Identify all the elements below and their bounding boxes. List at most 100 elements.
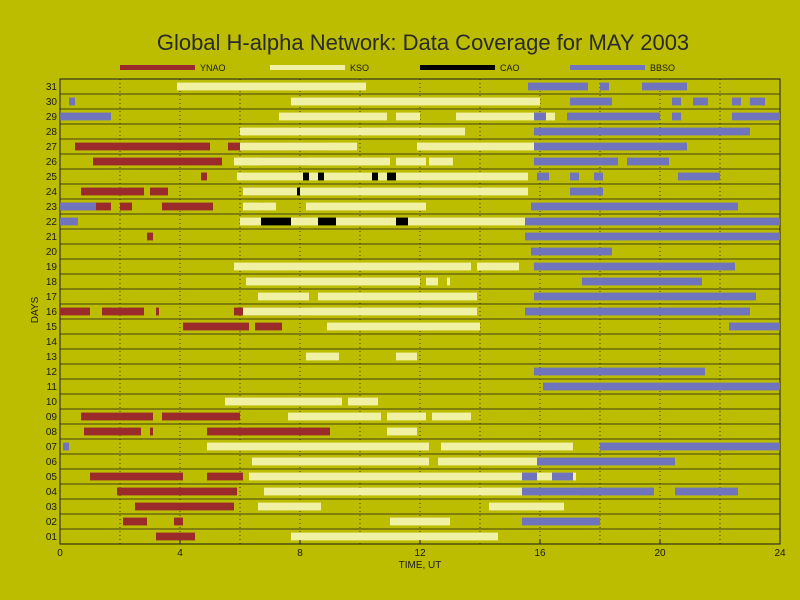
coverage-bar xyxy=(201,172,207,181)
legend-label-kso: KSO xyxy=(350,63,369,73)
x-tick-label: 12 xyxy=(414,548,426,559)
y-tick-label: 11 xyxy=(47,382,58,393)
coverage-bar xyxy=(693,97,708,106)
plot-area: 0102030405060708091011121314151617181920… xyxy=(46,78,786,559)
coverage-bar xyxy=(456,112,555,121)
coverage-bar xyxy=(525,232,780,241)
coverage-bar xyxy=(438,457,537,466)
y-tick-label: 13 xyxy=(46,352,58,363)
coverage-bar xyxy=(318,217,336,226)
legend-label-cao: CAO xyxy=(500,63,520,73)
coverage-bar xyxy=(147,232,153,241)
coverage-bar xyxy=(150,187,168,196)
coverage-bar xyxy=(525,217,780,226)
coverage-bar xyxy=(396,112,420,121)
coverage-bar xyxy=(534,367,705,376)
x-tick-label: 4 xyxy=(177,548,183,559)
y-tick-label: 02 xyxy=(46,517,58,528)
legend-label-bbso: BBSO xyxy=(650,63,675,73)
coverage-bar xyxy=(396,157,426,166)
coverage-bar xyxy=(249,472,576,481)
coverage-bar xyxy=(84,427,141,436)
coverage-bar xyxy=(543,382,780,391)
y-tick-label: 14 xyxy=(46,337,58,348)
coverage-bar xyxy=(531,247,612,256)
coverage-bar xyxy=(60,202,96,211)
coverage-bar xyxy=(600,82,609,91)
coverage-bar xyxy=(534,112,546,121)
coverage-bar xyxy=(582,277,702,286)
coverage-bar xyxy=(156,307,159,316)
coverage-bar xyxy=(432,412,471,421)
coverage-bar xyxy=(534,262,735,271)
coverage-bar xyxy=(318,292,477,301)
coverage-bar xyxy=(243,307,477,316)
coverage-bar xyxy=(327,322,480,331)
coverage-bar xyxy=(288,412,381,421)
y-tick-label: 06 xyxy=(46,457,58,468)
coverage-bar xyxy=(123,517,147,526)
coverage-bar xyxy=(729,322,780,331)
y-tick-label: 01 xyxy=(46,532,58,543)
coverage-bar xyxy=(600,442,780,451)
coverage-bar xyxy=(120,202,132,211)
y-tick-label: 30 xyxy=(46,97,58,108)
coverage-bar xyxy=(81,412,153,421)
series-ynao xyxy=(60,142,330,541)
legend-swatch-ynao xyxy=(120,65,195,70)
coverage-bar xyxy=(291,97,540,106)
coverage-bar xyxy=(75,142,210,151)
coverage-bar xyxy=(528,82,588,91)
y-tick-label: 19 xyxy=(46,262,58,273)
x-tick-label: 0 xyxy=(57,548,63,559)
coverage-bar xyxy=(522,472,537,481)
y-tick-label: 16 xyxy=(46,307,58,318)
y-tick-label: 08 xyxy=(46,427,58,438)
coverage-bar xyxy=(306,352,339,361)
coverage-bar xyxy=(252,457,429,466)
coverage-bar xyxy=(537,457,675,466)
coverage-bar xyxy=(396,217,408,226)
coverage-bar xyxy=(297,187,300,196)
coverage-bar xyxy=(522,487,654,496)
y-tick-label: 18 xyxy=(46,277,58,288)
coverage-bar xyxy=(261,217,291,226)
y-tick-label: 15 xyxy=(46,322,58,333)
coverage-bar xyxy=(303,172,309,181)
coverage-bar xyxy=(117,487,237,496)
coverage-bar xyxy=(234,262,471,271)
y-tick-label: 25 xyxy=(46,172,58,183)
coverage-bar xyxy=(570,187,603,196)
coverage-bar xyxy=(207,472,243,481)
coverage-bar xyxy=(225,397,342,406)
coverage-bar xyxy=(534,142,687,151)
y-tick-label: 20 xyxy=(46,247,58,258)
coverage-bar xyxy=(174,517,183,526)
coverage-bar xyxy=(447,277,450,286)
legend-swatch-bbso xyxy=(570,65,645,70)
coverage-bar xyxy=(291,532,498,541)
coverage-bar xyxy=(489,502,564,511)
coverage-bar xyxy=(750,97,765,106)
coverage-bar xyxy=(69,97,75,106)
coverage-bar xyxy=(258,502,321,511)
coverage-bar xyxy=(102,307,144,316)
y-tick-label: 21 xyxy=(46,232,58,243)
coverage-bar xyxy=(243,202,276,211)
series-cao xyxy=(261,172,408,226)
coverage-bar xyxy=(246,277,420,286)
coverage-bar xyxy=(348,397,378,406)
coverage-bar xyxy=(318,172,324,181)
x-axis-label: TIME, UT xyxy=(399,560,442,571)
y-tick-label: 27 xyxy=(46,142,58,153)
legend-swatch-cao xyxy=(420,65,495,70)
coverage-bar xyxy=(279,112,387,121)
y-tick-label: 31 xyxy=(46,82,58,93)
coverage-bar xyxy=(396,352,417,361)
y-tick-label: 04 xyxy=(46,487,58,498)
coverage-bar xyxy=(390,517,450,526)
x-tick-label: 24 xyxy=(774,548,786,559)
y-tick-label: 10 xyxy=(46,397,58,408)
coverage-bar xyxy=(534,292,756,301)
coverage-bar xyxy=(243,187,528,196)
